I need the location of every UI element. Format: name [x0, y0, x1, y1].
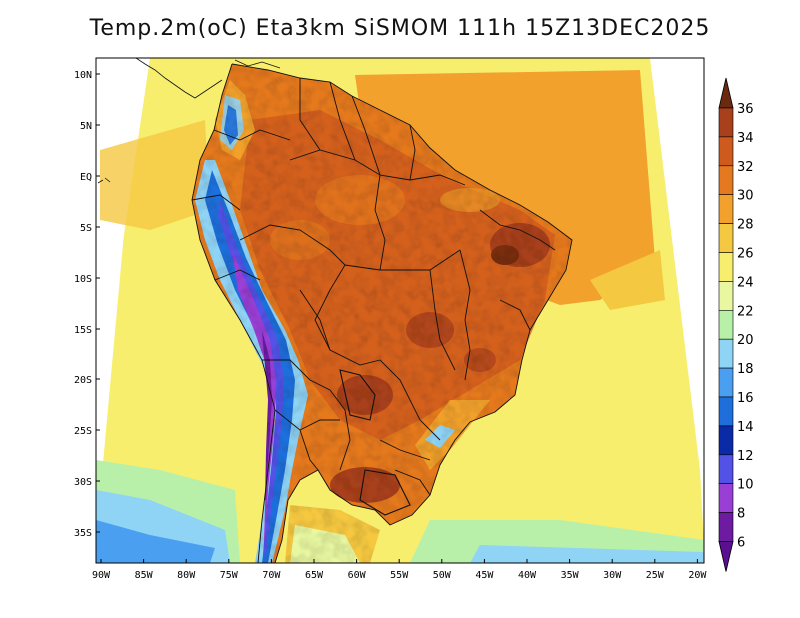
colorbar-label: 8 — [737, 507, 745, 522]
map-frame — [95, 57, 705, 564]
colorbar-label: 14 — [737, 420, 754, 435]
lon-tick-label: 70W — [262, 570, 281, 581]
colorbar-label: 34 — [737, 131, 754, 146]
lon-tick-label: 85W — [135, 570, 154, 581]
lat-tick-label: 5S — [80, 223, 92, 234]
lat-tick-label: 35S — [74, 528, 92, 539]
colorbar-label: 16 — [737, 391, 754, 406]
lat-tick-label: 20S — [74, 375, 92, 386]
colorbar-label: 22 — [737, 304, 754, 319]
colorbar-swatch — [718, 252, 734, 282]
lon-tick-label: 35W — [561, 570, 580, 581]
lon-tick-label: 30W — [603, 570, 622, 581]
colorbar-top-arrow — [718, 77, 734, 109]
coastline-central-america — [97, 58, 281, 184]
lon-tick-label: 90W — [92, 570, 111, 581]
colorbar-label: 20 — [737, 333, 754, 348]
colorbar-swatch — [718, 338, 734, 369]
lon-tick-label: 45W — [475, 570, 494, 581]
lon-tick-label: 40W — [518, 570, 537, 581]
colorbar-swatch — [718, 165, 734, 196]
lat-tick-label: 30S — [74, 477, 92, 488]
colorbar-swatch — [718, 425, 734, 456]
lon-tick-label: 75W — [220, 570, 239, 581]
lon-tick-label: 50W — [433, 570, 452, 581]
longitude-axis: 90W 85W 80W 75W 70W 65W 60W 55W 50W 45W 40W 35W 30W 2… — [92, 559, 707, 581]
colorbar-swatch — [718, 136, 734, 167]
colorbar-swatch — [718, 483, 734, 513]
lat-tick-label: 10N — [74, 70, 92, 81]
lon-tick-label: 80W — [177, 570, 196, 581]
colorbar-label: 28 — [737, 218, 754, 233]
colorbar-swatch — [718, 454, 734, 484]
colorbar-label: 30 — [737, 189, 754, 204]
lon-tick-label: 25W — [646, 570, 665, 581]
lon-tick-label: 65W — [305, 570, 324, 581]
colorbar-label: 10 — [737, 478, 754, 493]
latitude-axis: 10N 5N EQ 5S 10S 15S 20S 25S 30S 35S — [74, 70, 100, 539]
colorbar-label: 36 — [737, 102, 754, 117]
colorbar-swatch — [718, 396, 734, 427]
colorbar-swatch — [718, 281, 734, 311]
colorbar-swatch — [718, 223, 734, 253]
colorbar-swatch — [718, 194, 734, 224]
lat-tick-label: 25S — [74, 426, 92, 437]
lon-tick-label: 20W — [688, 570, 707, 581]
colorbar-swatch — [718, 512, 734, 542]
colorbar-swatch — [718, 309, 734, 340]
lon-tick-label: 60W — [348, 570, 367, 581]
lat-tick-label: EQ — [80, 172, 92, 183]
lat-tick-label: 5N — [80, 121, 92, 132]
temperature-field — [96, 58, 704, 563]
colorbar-swatch — [718, 367, 734, 398]
colorbar-label: 12 — [737, 449, 754, 464]
colorbar-label: 32 — [737, 160, 754, 175]
political-borders — [191, 63, 573, 563]
colorbar-label: 24 — [737, 275, 754, 290]
lat-tick-label: 15S — [74, 325, 92, 336]
temperature-colorbar: 36 34 32 30 28 26 24 22 20 18 16 14 12 10 8 6 — [718, 77, 754, 572]
colorbar-label: 6 — [737, 536, 745, 551]
colorbar-swatch — [718, 107, 734, 138]
lat-tick-label: 10S — [74, 274, 92, 285]
colorbar-bottom-arrow — [718, 541, 734, 572]
colorbar-label: 26 — [737, 247, 754, 262]
map-title: Temp.2m(oC) Eta3km SiSMOM 111h 15Z13DEC2… — [89, 16, 711, 41]
colorbar-label: 18 — [737, 362, 754, 377]
lon-tick-label: 55W — [390, 570, 409, 581]
